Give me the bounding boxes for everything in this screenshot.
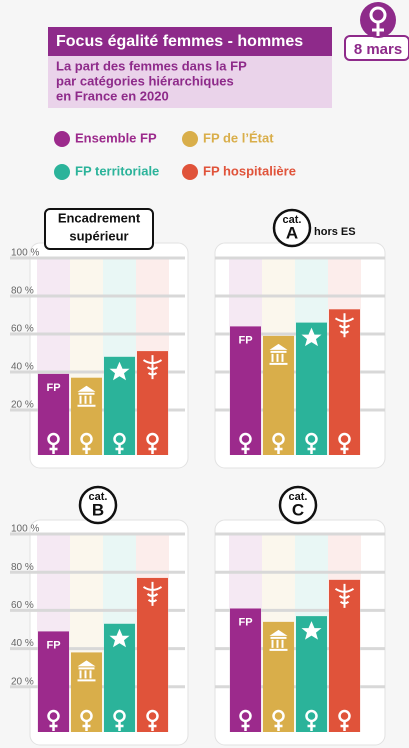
badge: 8 mars [344, 2, 409, 61]
star-icon [109, 361, 130, 381]
badge-text: 8 mars [354, 41, 402, 58]
subtitle-box [48, 56, 332, 108]
star-icon [301, 621, 322, 640]
y-tick-label: 40 % [11, 362, 34, 373]
legend-label: Ensemble FP [75, 130, 157, 145]
venus-icon [274, 721, 283, 731]
venus-icon [340, 721, 349, 731]
bar [38, 373, 69, 455]
venus-icon [148, 444, 157, 454]
y-tick-label: 80 % [11, 562, 34, 573]
venus-icon [241, 721, 250, 731]
legend-label: FP hospitalière [203, 163, 296, 178]
y-tick-label: 20 % [11, 676, 34, 687]
star-icon [301, 327, 322, 347]
venus-icon [307, 444, 316, 454]
building-icon [77, 385, 96, 407]
venus-icon [115, 721, 124, 731]
category-circle [278, 485, 318, 525]
caduceus-icon [334, 313, 355, 338]
legend-swatch [182, 164, 198, 180]
category-circle [272, 208, 312, 248]
venus-icon [115, 444, 124, 454]
caduceus-icon [334, 583, 355, 608]
star-icon [109, 628, 130, 648]
chart-title: supérieur [69, 228, 128, 243]
y-tick-label: 60 % [11, 600, 34, 611]
y-tick-label: 20 % [11, 400, 34, 411]
y-tick-label: 100 % [11, 248, 39, 259]
title: Focus égalité femmes - hommes [56, 33, 303, 50]
venus-icon [82, 721, 91, 731]
venus-icon [307, 721, 316, 731]
category-circle [78, 485, 118, 525]
subtitle: en France en 2020 [56, 88, 169, 103]
category-label: cat. [89, 491, 108, 503]
building-icon [77, 660, 96, 682]
bar [263, 335, 294, 455]
venus-icon [49, 721, 58, 731]
category-letter: C [292, 500, 304, 519]
title-box [48, 27, 332, 56]
building-icon [269, 629, 288, 651]
subtitle: par catégories hiérarchiques [56, 73, 234, 88]
venus-icon [241, 444, 250, 454]
category-label: cat. [283, 214, 302, 226]
y-tick-label: 60 % [11, 324, 34, 335]
venus-icon [340, 444, 349, 454]
legend-label: FP territoriale [75, 163, 159, 178]
category-letter: B [92, 500, 104, 519]
venus-icon [274, 444, 283, 454]
y-tick-label: 40 % [11, 638, 34, 649]
venus-icon [148, 721, 157, 731]
y-tick-label: 100 % [11, 524, 39, 535]
category-label: cat. [289, 491, 308, 503]
subtitle: La part des femmes dans la FP [56, 58, 247, 73]
legend-swatch [54, 164, 70, 180]
y-tick-label: 80 % [11, 286, 34, 297]
chart-title-box [44, 208, 154, 250]
legend-label: FP de l’État [203, 130, 274, 145]
chart-title: Encadrement [58, 210, 141, 225]
bar-tag: FP [46, 382, 60, 394]
bar-tag: FP [46, 639, 60, 651]
category-letter: A [286, 223, 298, 242]
bar-tag: FP [238, 616, 252, 628]
venus-icon [82, 444, 91, 454]
category-note: hors ES [314, 226, 356, 238]
legend-swatch [54, 131, 70, 147]
caduceus-icon [142, 581, 163, 606]
badge-circle [360, 2, 396, 38]
legend-swatch [182, 131, 198, 147]
venus-icon [49, 444, 58, 454]
venus-icon [372, 22, 384, 36]
bar [38, 631, 69, 732]
building-icon [269, 343, 288, 365]
bar-tag: FP [238, 334, 252, 346]
caduceus-icon [142, 355, 163, 380]
